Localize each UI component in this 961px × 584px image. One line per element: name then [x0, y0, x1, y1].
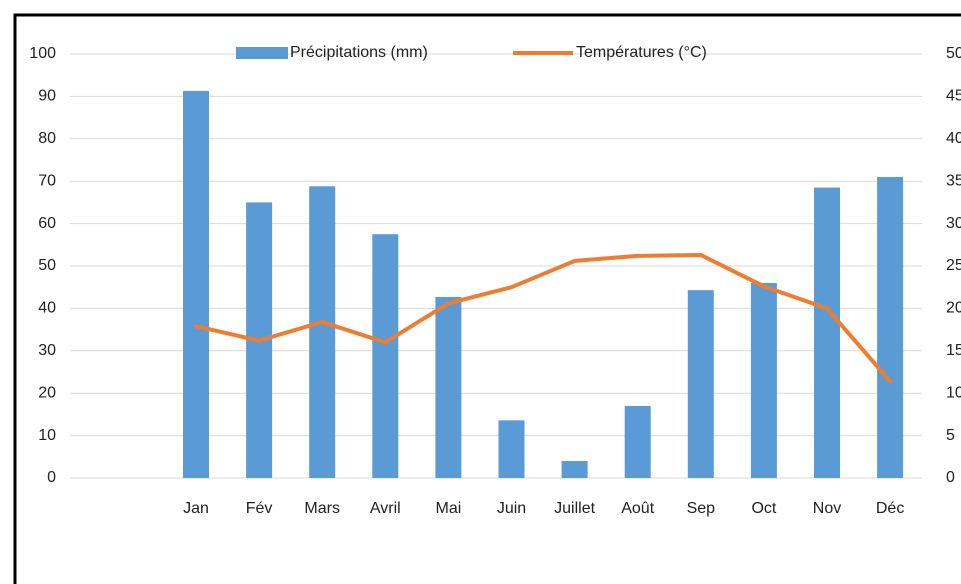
y-tick-label: 50: [38, 257, 56, 274]
x-tick-label: Déc: [876, 500, 904, 517]
bar: [183, 90, 209, 478]
x-tick-label: Août: [621, 500, 654, 517]
x-tick-label: Sep: [687, 500, 716, 517]
y2-tick-label: 5: [946, 427, 955, 444]
y-tick-label: 30: [38, 342, 56, 359]
bar: [877, 176, 904, 478]
y-tick-label: 20: [38, 384, 56, 401]
bar: [561, 461, 588, 478]
bar: [687, 290, 714, 478]
y2-tick-label: 35: [946, 172, 961, 189]
y2-tick-label: 25: [946, 257, 961, 274]
x-tick-label: Juin: [497, 500, 526, 517]
bar: [372, 234, 399, 478]
x-tick-label: Jan: [183, 500, 209, 517]
y2-tick-label: 15: [946, 342, 961, 359]
legend-label: Températures (°C): [576, 44, 707, 61]
y-tick-label: 0: [47, 469, 56, 486]
y2-tick-label: 40: [946, 130, 961, 147]
legend-label: Précipitations (mm): [290, 44, 428, 61]
x-tick-label: Oct: [751, 500, 776, 517]
x-tick-label: Juillet: [554, 500, 595, 517]
x-tick-label: Mars: [304, 500, 340, 517]
x-tick-label: Avril: [370, 500, 401, 517]
y2-tick-label: 10: [946, 384, 961, 401]
y-tick-label: 60: [38, 215, 56, 232]
y2-tick-label: 20: [946, 300, 961, 317]
y-tick-label: 40: [38, 300, 56, 317]
bar: [750, 282, 777, 478]
y-tick-label: 90: [38, 88, 56, 105]
x-tick-label: Fév: [246, 500, 273, 517]
x-tick-label: Nov: [813, 500, 841, 517]
y-tick-label: 10: [38, 427, 56, 444]
bar: [498, 420, 525, 478]
y-tick-label: 100: [29, 45, 56, 62]
legend-swatch: [236, 47, 288, 59]
y-tick-label: 80: [38, 130, 56, 147]
y2-tick-label: 0: [946, 469, 955, 486]
bar: [624, 405, 651, 478]
bar: [309, 186, 336, 478]
y2-tick-label: 50: [946, 45, 961, 62]
y-tick-label: 70: [38, 172, 56, 189]
bar: [435, 296, 462, 478]
bar: [814, 187, 840, 478]
x-tick-label: Mai: [436, 500, 462, 517]
line: [194, 252, 893, 384]
y2-tick-label: 45: [946, 88, 961, 105]
y2-tick-label: 30: [946, 215, 961, 232]
